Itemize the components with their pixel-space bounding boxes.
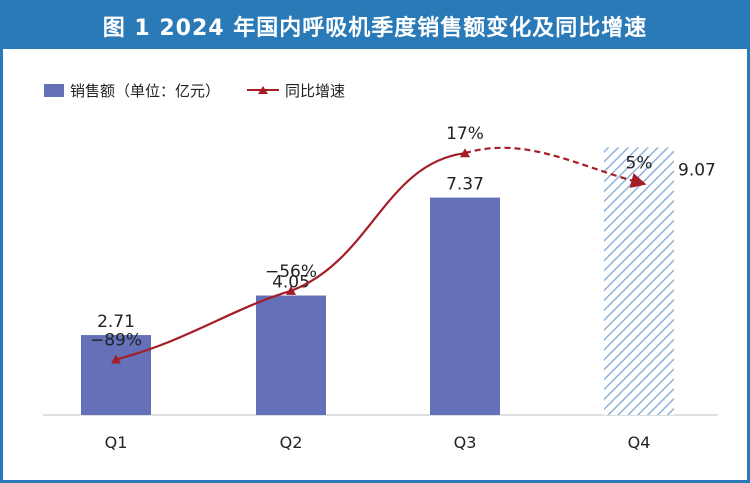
growth-label-q3: 17% (446, 124, 484, 144)
growth-line-dashed (464, 146, 647, 188)
growth-marker-q2 (286, 285, 296, 295)
chart-title: 图 1 2024 年国内呼吸机季度销售额变化及同比增速 (3, 3, 747, 49)
growth-marker-q1 (111, 354, 121, 364)
growth-label-q2: −56% (265, 262, 317, 282)
bar-group (81, 147, 674, 415)
x-tick-group: Q1 Q2 Q3 Q4 (105, 433, 651, 452)
bar-q1 (81, 335, 151, 415)
legend: 销售额（单位：亿元） 同比增速 (44, 82, 345, 100)
bar-q2 (256, 295, 326, 415)
x-tick-q4: Q4 (628, 433, 651, 452)
bar-label-q4: 9.07 (678, 160, 716, 180)
legend-bar-swatch (44, 84, 64, 97)
x-tick-q2: Q2 (280, 433, 303, 452)
chart-svg: 销售额（单位：亿元） 同比增速 2.71 4.05 7.37 9.07 Q1 Q… (43, 82, 718, 452)
bar-label-q1: 2.71 (97, 312, 135, 332)
growth-label-q1: −89% (90, 330, 142, 350)
legend-line-label: 同比增速 (285, 82, 345, 100)
x-tick-q1: Q1 (105, 433, 128, 452)
growth-label-group: −89% −56% 17% 5% (90, 124, 653, 350)
bar-q3 (430, 197, 500, 415)
bar-label-group: 2.71 4.05 7.37 9.07 (97, 160, 716, 332)
bar-q4 (604, 147, 674, 415)
growth-marker-group (111, 148, 470, 364)
growth-marker-q3 (460, 148, 470, 158)
growth-line-solid (115, 152, 466, 361)
bar-label-q3: 7.37 (446, 175, 484, 195)
growth-label-q4: 5% (626, 154, 653, 174)
legend-line-marker (258, 86, 268, 94)
legend-bar-label: 销售额（单位：亿元） (70, 82, 220, 100)
x-tick-q3: Q3 (454, 433, 477, 452)
